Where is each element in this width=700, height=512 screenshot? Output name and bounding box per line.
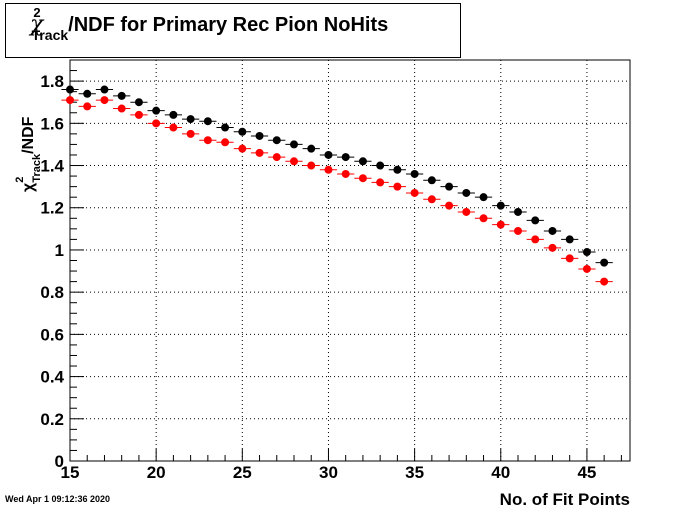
series-0-point: [272, 136, 281, 145]
series-0-point: [117, 91, 126, 100]
series-0-point: [238, 127, 247, 136]
y-tick-label: 0.4: [40, 368, 64, 387]
series-1-point: [203, 136, 212, 145]
series-0-point: [496, 201, 505, 210]
series-1-point: [117, 104, 126, 113]
y-tick-label: 1.8: [40, 72, 64, 91]
series-0-point: [134, 98, 143, 107]
series-1-point: [341, 169, 350, 178]
y-tick-label: 0: [55, 452, 64, 471]
y-tick-label: 0.6: [40, 325, 64, 344]
y-tick-label: 0.8: [40, 283, 64, 302]
series-0-point: [393, 165, 402, 174]
series-0-point: [548, 226, 557, 235]
series-1-point: [238, 144, 247, 153]
footer-timestamp: Wed Apr 1 09:12:36 2020: [5, 494, 111, 504]
series-1-point: [186, 129, 195, 138]
series-0-point: [83, 89, 92, 98]
series-0-point: [152, 106, 161, 115]
series-1-point: [565, 254, 574, 263]
y-tick-label: 1: [55, 241, 64, 260]
series-1-point: [427, 195, 436, 204]
x-tick-label: 25: [233, 463, 252, 482]
series-1-point: [496, 220, 505, 229]
y-tick-label: 0.2: [40, 410, 64, 429]
x-tick-label: 35: [405, 463, 424, 482]
ylabel-superscript: 2: [14, 176, 26, 183]
series-1-point: [600, 277, 609, 286]
series-1-point: [514, 226, 522, 235]
series-1-point: [152, 119, 161, 128]
x-tick-label: 15: [61, 463, 80, 482]
series-0-point: [565, 235, 574, 244]
x-tick-label: 45: [577, 463, 596, 482]
series-0-point: [531, 216, 540, 225]
series-0-point: [341, 153, 350, 162]
title-rest: /NDF for Primary Rec Pion NoHits: [68, 14, 389, 36]
series-1-point: [272, 153, 281, 162]
y-tick-label: 1.4: [40, 157, 64, 176]
series-0-point: [66, 85, 74, 94]
ylabel-rest: /NDF: [20, 116, 37, 154]
series-1-point: [290, 157, 298, 166]
series-0-point: [186, 115, 195, 124]
series-1-point: [255, 148, 264, 157]
series-1-point: [221, 138, 230, 147]
y-tick-label: 1.6: [40, 114, 64, 133]
series-0-point: [324, 150, 333, 159]
series-1-point: [169, 123, 178, 132]
ylabel-subscript: Track: [31, 153, 43, 183]
series-0-point: [290, 140, 298, 149]
series-1-point: [410, 188, 419, 197]
y-axis-label: χ2 Track/NDF: [4, 60, 43, 192]
series-0-point: [462, 188, 471, 197]
x-tick-label: 20: [147, 463, 166, 482]
title-chi: χ: [30, 12, 44, 37]
series-1-point: [445, 201, 454, 210]
series-0-point: [307, 144, 316, 153]
title-superscript: 2: [33, 5, 41, 20]
series-1-point: [582, 264, 591, 273]
series-0-point: [169, 110, 178, 119]
series-0-point: [427, 176, 436, 185]
series-1-point: [324, 165, 333, 174]
series-0-point: [376, 161, 385, 170]
series-0-point: [582, 248, 591, 257]
series-0-point: [358, 157, 367, 166]
x-axis-label: No. of Fit Points: [499, 490, 630, 509]
series-0-point: [479, 193, 488, 202]
series-1-point: [307, 161, 316, 170]
series-1-point: [462, 207, 471, 216]
series-1-point: [83, 102, 92, 111]
series-0-point: [255, 131, 264, 140]
series-1-point: [66, 96, 74, 105]
ylabel-chi: χ: [20, 182, 37, 192]
series-1-point: [376, 178, 385, 187]
series-1-point: [393, 182, 402, 191]
x-tick-label: 30: [319, 463, 338, 482]
x-tick-label: 40: [491, 463, 510, 482]
title-box: χ2 Track/NDF for Primary Rec Pion NoHits: [5, 3, 461, 58]
series-0-point: [410, 169, 419, 178]
series-0-point: [445, 182, 454, 191]
series-1-point: [100, 96, 109, 105]
title-subscript: Track: [31, 27, 69, 43]
series-0-point: [100, 85, 109, 94]
series-1-point: [531, 235, 540, 244]
chart-title: χ2 Track/NDF for Primary Rec Pion NoHits: [30, 5, 389, 43]
series-1-point: [479, 214, 488, 223]
series-1-point: [548, 243, 557, 252]
series-0-point: [514, 207, 522, 216]
series-1-point: [358, 174, 367, 183]
series-1-point: [134, 110, 143, 119]
y-tick-label: 1.2: [40, 199, 64, 218]
series-0-point: [221, 123, 230, 132]
series-0-point: [600, 258, 609, 267]
series-0-point: [203, 117, 212, 126]
